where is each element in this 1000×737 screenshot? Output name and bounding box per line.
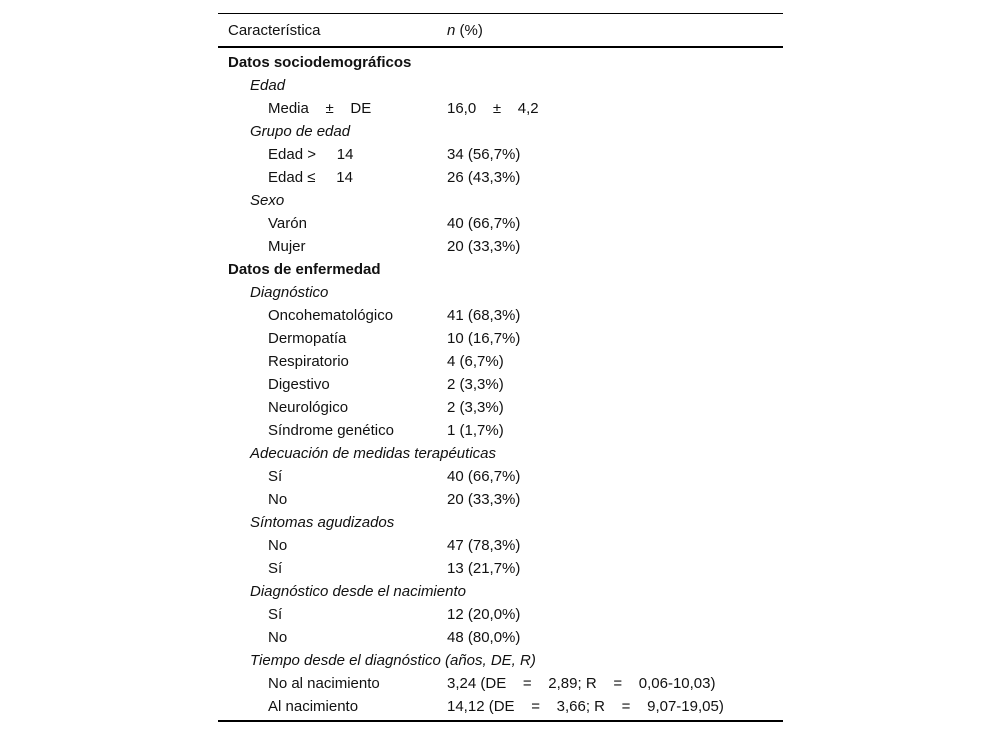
row-label: Edad ≤ 14 xyxy=(268,169,353,186)
row-value: 10 (16,7%) xyxy=(447,330,521,347)
row-value: 2 (3,3%) xyxy=(447,399,504,416)
row-value: 20 (33,3%) xyxy=(447,491,521,508)
table-row: Sí 13 (21,7%) xyxy=(218,557,783,580)
header-characteristic: Característica xyxy=(228,21,321,39)
table-row: Adecuación de medidas terapéuticas xyxy=(218,442,783,465)
row-value: 12 (20,0%) xyxy=(447,606,521,623)
row-value: 3,24 (DE = 2,89; R = 0,06-10,03) xyxy=(447,675,716,692)
row-label: Oncohematológico xyxy=(268,307,394,324)
row-label: Dermopatía xyxy=(268,330,347,347)
header-n-symbol: n xyxy=(447,21,456,39)
row-label: Adecuación de medidas terapéuticas xyxy=(250,445,496,462)
table-row: Digestivo 2 (3,3%) xyxy=(218,373,783,396)
header-percent-label: (%) xyxy=(455,21,483,39)
table-row: Al nacimiento 14,12 (DE = 3,66; R = 9,07-… xyxy=(218,695,783,718)
table-row: Datos sociodemográficos xyxy=(218,51,783,74)
row-value: 14,12 (DE = 3,66; R = 9,07-19,05) xyxy=(447,698,724,715)
table-body: Datos sociodemográficos Edad Media ± DE 16,… xyxy=(218,48,783,722)
table-row: Sí 12 (20,0%) xyxy=(218,603,783,626)
row-label: Mujer xyxy=(268,238,306,255)
row-value: 16,0 ± 4,2 xyxy=(447,100,539,117)
row-label: Sí xyxy=(268,468,283,485)
table-row: Sí 40 (66,7%) xyxy=(218,465,783,488)
row-label: Datos sociodemográficos xyxy=(228,54,412,71)
table-row: Dermopatía 10 (16,7%) xyxy=(218,327,783,350)
row-label: Diagnóstico desde el nacimiento xyxy=(250,583,466,600)
table-row: Edad > 14 34 (56,7%) xyxy=(218,143,783,166)
row-value: 1 (1,7%) xyxy=(447,422,504,439)
row-label: No xyxy=(268,537,288,554)
table-row: Varón 40 (66,7%) xyxy=(218,212,783,235)
row-label: Digestivo xyxy=(268,376,330,393)
table-row: Respiratorio 4 (6,7%) xyxy=(218,350,783,373)
row-value: 40 (66,7%) xyxy=(447,468,521,485)
row-value: 20 (33,3%) xyxy=(447,238,521,255)
row-value: 2 (3,3%) xyxy=(447,376,504,393)
table-row: Oncohematológico 41 (68,3%) xyxy=(218,304,783,327)
table-row: Diagnóstico desde el nacimiento xyxy=(218,580,783,603)
row-value: 48 (80,0%) xyxy=(447,629,521,646)
row-label: Tiempo desde el diagnóstico (años, DE, R… xyxy=(250,652,536,669)
table-row: Tiempo desde el diagnóstico (años, DE, R… xyxy=(218,649,783,672)
table-row: No 47 (78,3%) xyxy=(218,534,783,557)
row-label: Grupo de edad xyxy=(250,123,351,140)
row-label: Sexo xyxy=(250,192,285,209)
row-label: No xyxy=(268,491,288,508)
row-label: Síndrome genético xyxy=(268,422,394,439)
row-label: No xyxy=(268,629,288,646)
row-label: Media ± DE xyxy=(268,100,372,117)
header-n-percent: n (%) xyxy=(447,22,783,39)
row-label: Datos de enfermedad xyxy=(228,261,381,278)
table-row: Síndrome genético 1 (1,7%) xyxy=(218,419,783,442)
table-row: Neurológico 2 (3,3%) xyxy=(218,396,783,419)
row-value: 34 (56,7%) xyxy=(447,146,521,163)
row-label: Neurológico xyxy=(268,399,349,416)
table-row: Media ± DE 16,0 ± 4,2 xyxy=(218,97,783,120)
table-row: Edad ≤ 14 26 (43,3%) xyxy=(218,166,783,189)
row-label: Sí xyxy=(268,560,283,577)
table-row: No 48 (80,0%) xyxy=(218,626,783,649)
row-value: 47 (78,3%) xyxy=(447,537,521,554)
row-value: 4 (6,7%) xyxy=(447,353,504,370)
table-row: Edad xyxy=(218,74,783,97)
row-label: Sí xyxy=(268,606,283,623)
row-value: 40 (66,7%) xyxy=(447,215,521,232)
row-label: Edad > 14 xyxy=(268,146,354,163)
table-row: No al nacimiento 3,24 (DE = 2,89; R = 0,0… xyxy=(218,672,783,695)
table-row: Síntomas agudizados xyxy=(218,511,783,534)
table-row: No 20 (33,3%) xyxy=(218,488,783,511)
row-label: Diagnóstico xyxy=(250,284,329,301)
row-label: Edad xyxy=(250,77,286,94)
table-row: Mujer 20 (33,3%) xyxy=(218,235,783,258)
row-label: Al nacimiento xyxy=(268,698,359,715)
table-header-row: Característica n (%) xyxy=(218,13,783,48)
row-label: Respiratorio xyxy=(268,353,349,370)
row-label: Varón xyxy=(268,215,307,232)
row-value: 41 (68,3%) xyxy=(447,307,521,324)
table-row: Grupo de edad xyxy=(218,120,783,143)
table-row: Sexo xyxy=(218,189,783,212)
characteristics-table: Característica n (%) Datos sociodemográf… xyxy=(218,13,783,722)
row-label: Síntomas agudizados xyxy=(250,514,395,531)
table-row: Datos de enfermedad xyxy=(218,258,783,281)
row-value: 26 (43,3%) xyxy=(447,169,521,186)
row-value: 13 (21,7%) xyxy=(447,560,521,577)
table-row: Diagnóstico xyxy=(218,281,783,304)
row-label: No al nacimiento xyxy=(268,675,380,692)
